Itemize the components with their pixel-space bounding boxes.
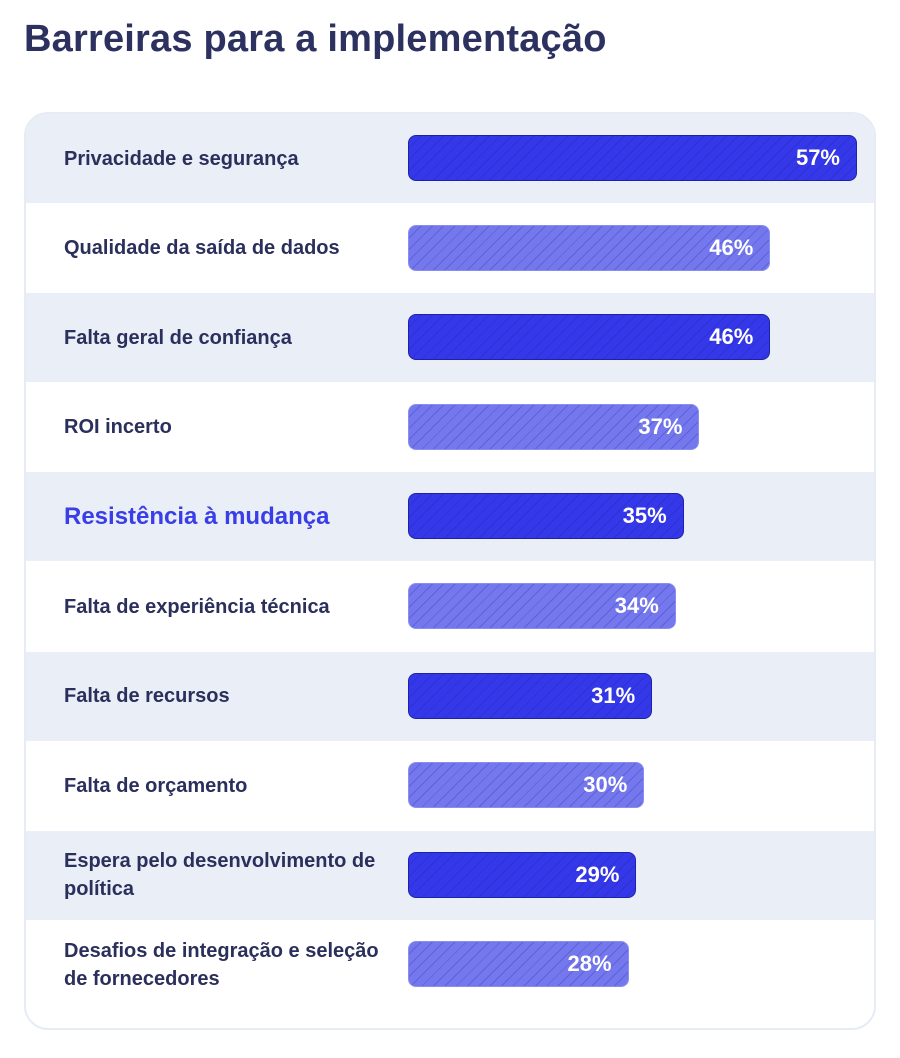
category-label: Falta de experiência técnica	[64, 595, 330, 618]
bar-value-label: 46%	[709, 324, 754, 350]
bar: 28%	[408, 941, 629, 988]
category-label: Falta geral de confiança	[64, 326, 292, 349]
chart-row: Desafios de integração e seleção de forn…	[26, 920, 874, 1010]
bar: 30%	[408, 762, 645, 809]
category-label: Privacidade e segurança	[64, 147, 299, 170]
chart-row: ROI incerto 37%	[26, 382, 874, 472]
bar: 57%	[408, 135, 857, 181]
bar-value-label: 29%	[575, 861, 620, 887]
chart-panel: Privacidade e segurança 57% Qualidade da s…	[24, 112, 876, 1030]
bar-value-label: 31%	[591, 682, 636, 708]
chart-row: Espera pelo desenvolvimento de política 2…	[26, 830, 874, 920]
bar: 46%	[408, 314, 771, 361]
bar-value-label: 30%	[583, 772, 628, 798]
chart-row: Falta de experiência técnica 34%	[26, 562, 874, 651]
chart-row: Falta de orçamento 30%	[26, 741, 874, 831]
chart-row: Falta de recursos 31%	[26, 651, 874, 741]
chart-row: Resistência à mudança 35%	[26, 472, 874, 562]
bar: 31%	[408, 672, 653, 719]
category-label: Falta de recursos	[64, 685, 230, 708]
bar: 46%	[408, 224, 771, 271]
category-label: Falta de orçamento	[64, 774, 248, 797]
bar-value-label: 57%	[795, 145, 840, 170]
bar: 37%	[408, 403, 700, 450]
chart-row: Qualidade da saída de dados 46%	[26, 203, 874, 293]
bar: 29%	[408, 851, 637, 898]
category-label: Qualidade da saída de dados	[64, 237, 340, 260]
bar-value-label: 28%	[567, 951, 612, 977]
bar-value-label: 37%	[638, 413, 683, 439]
category-label: ROI incerto	[64, 416, 172, 439]
bar: 35%	[408, 493, 684, 540]
chart-row: Privacidade e segurança 57%	[26, 114, 874, 203]
chart-title: Barreiras para a implementação	[24, 18, 607, 60]
bar-value-label: 46%	[709, 234, 754, 260]
bar: 34%	[408, 583, 676, 629]
category-label: Espera pelo desenvolvimento de política	[64, 850, 376, 901]
category-label: Desafios de integração e seleção de forn…	[64, 939, 379, 990]
bar-value-label: 34%	[614, 593, 659, 618]
category-label: Resistência à mudança	[64, 503, 330, 531]
chart-row: Falta geral de confiança 46%	[26, 293, 874, 383]
bar-value-label: 35%	[622, 503, 667, 529]
